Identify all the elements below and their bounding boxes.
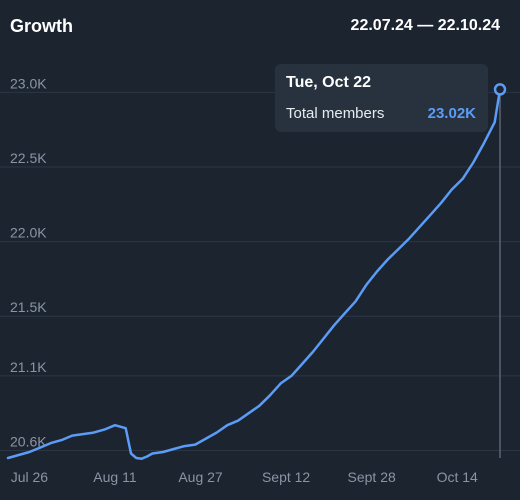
y-tick-label: 21.5K	[10, 299, 47, 315]
tooltip-value: 23.02K	[427, 105, 476, 122]
x-tick-label: Oct 14	[437, 469, 478, 485]
tooltip-date: Tue, Oct 22	[286, 74, 372, 91]
y-tick-label: 23.0K	[10, 75, 47, 91]
x-tick-label: Jul 26	[11, 469, 49, 485]
date-range[interactable]: 22.07.24 — 22.10.24	[350, 17, 500, 34]
x-tick-label: Sept 12	[262, 469, 310, 485]
x-tick-label: Aug 27	[178, 469, 223, 485]
x-tick-label: Sept 28	[348, 469, 396, 485]
chart-header: Growth 22.07.24 — 22.10.24	[0, 0, 520, 56]
x-tick-label: Aug 11	[93, 469, 137, 485]
y-tick-label: 22.5K	[10, 150, 47, 166]
highlight-point	[493, 83, 507, 96]
y-tick-label: 21.1K	[10, 359, 47, 375]
chart-title: Growth	[10, 16, 73, 36]
series-line	[6, 88, 502, 460]
data-tooltip: Tue, Oct 22 Total members 23.02K	[275, 64, 488, 132]
tooltip-label: Total members	[286, 105, 385, 122]
y-tick-label: 22.0K	[10, 225, 47, 241]
y-tick-label: 20.6K	[10, 434, 47, 450]
